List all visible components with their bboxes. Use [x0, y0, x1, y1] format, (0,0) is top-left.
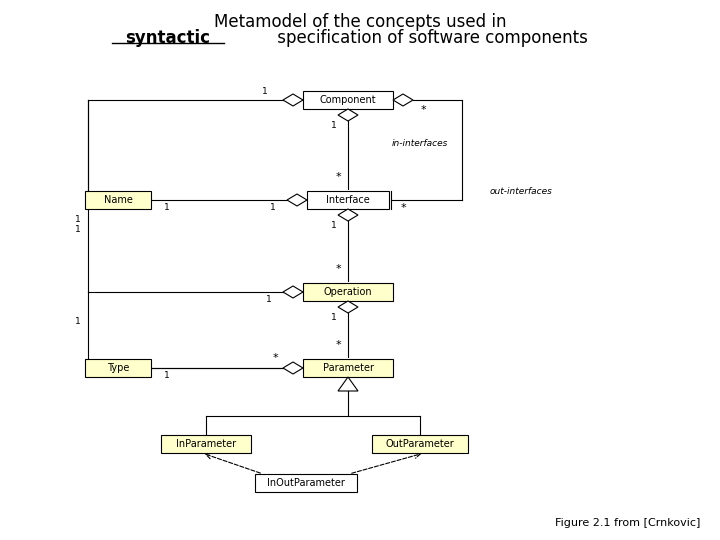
Bar [161, 435, 251, 453]
Bar [255, 474, 357, 492]
Text: 1: 1 [266, 295, 272, 305]
Polygon shape [287, 194, 307, 206]
Text: InParameter: InParameter [176, 439, 236, 449]
Text: *: * [420, 105, 426, 115]
Text: 1: 1 [75, 226, 81, 234]
Text: *: * [336, 340, 341, 350]
Text: InOutParameter: InOutParameter [267, 478, 345, 488]
Text: 1: 1 [75, 318, 81, 327]
Polygon shape [338, 209, 358, 221]
Polygon shape [338, 301, 358, 313]
Text: Operation: Operation [324, 287, 372, 297]
Text: 1: 1 [164, 204, 170, 213]
Polygon shape [283, 362, 303, 374]
Text: out-interfaces: out-interfaces [490, 187, 553, 197]
Text: 1: 1 [97, 204, 103, 213]
Bar [303, 359, 393, 377]
Text: *: * [336, 264, 341, 274]
Text: 1: 1 [331, 313, 337, 321]
Text: 1: 1 [331, 120, 337, 130]
Text: Component: Component [320, 95, 377, 105]
Bar [307, 191, 389, 209]
Text: Figure 2.1 from [Crnkovic]: Figure 2.1 from [Crnkovic] [554, 518, 700, 528]
Text: syntactic: syntactic [125, 29, 210, 47]
Text: OutParameter: OutParameter [386, 439, 454, 449]
Text: *: * [400, 203, 406, 213]
Polygon shape [283, 94, 303, 106]
Text: *: * [336, 172, 341, 182]
Polygon shape [393, 94, 413, 106]
Bar [372, 435, 468, 453]
Text: 1: 1 [262, 87, 268, 97]
Bar [303, 283, 393, 301]
Text: Metamodel of the concepts used in: Metamodel of the concepts used in [214, 13, 506, 31]
Text: 1: 1 [270, 204, 276, 213]
Bar [303, 91, 393, 109]
Polygon shape [338, 109, 358, 121]
Text: Interface: Interface [326, 195, 370, 205]
Polygon shape [338, 377, 358, 391]
Text: in-interfaces: in-interfaces [392, 138, 448, 147]
Bar [85, 191, 151, 209]
Text: specification of software components: specification of software components [272, 29, 588, 47]
Text: Type: Type [107, 363, 129, 373]
Text: Parameter: Parameter [323, 363, 374, 373]
Text: Name: Name [104, 195, 132, 205]
Text: 1: 1 [331, 220, 337, 230]
Text: 1: 1 [75, 215, 81, 225]
Bar [85, 359, 151, 377]
Text: *: * [272, 353, 278, 363]
Polygon shape [283, 286, 303, 298]
Text: 1: 1 [164, 372, 170, 381]
